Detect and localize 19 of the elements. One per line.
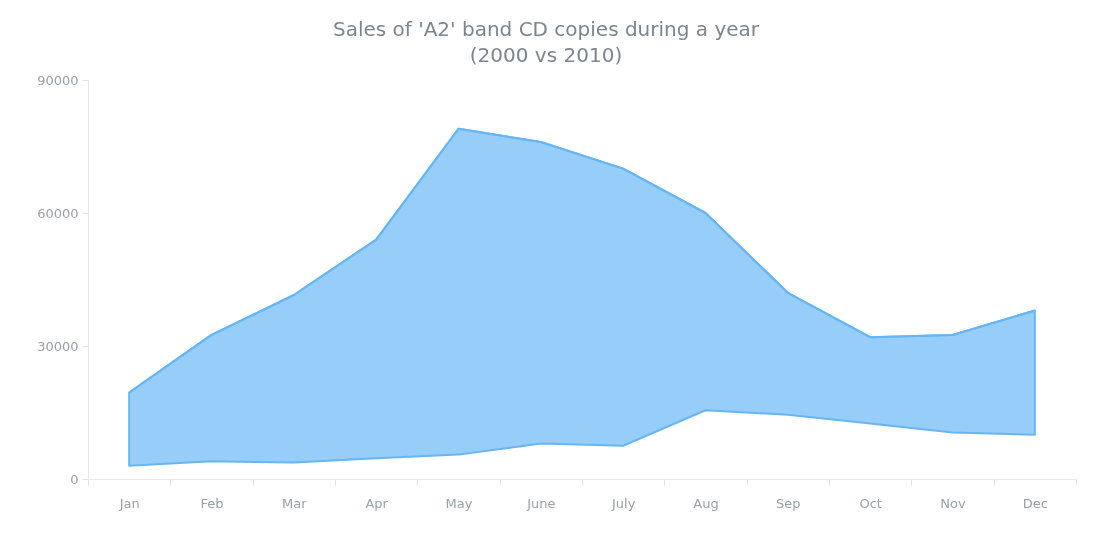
x-tick-label: Apr — [365, 495, 389, 511]
y-tick-label: 0 — [70, 471, 79, 487]
x-tick-label: Aug — [693, 495, 719, 511]
x-tick-label: Feb — [200, 495, 224, 511]
x-tick-label: June — [526, 495, 556, 511]
x-tick-label: Oct — [859, 495, 882, 511]
x-tick-label: Nov — [940, 495, 966, 511]
y-tick-label: 60000 — [37, 205, 79, 221]
chart-title: Sales of 'A2' band CD copies during a year — [332, 17, 760, 41]
x-tick-label: July — [610, 495, 636, 511]
x-tick-label: Mar — [282, 495, 308, 511]
x-tick-label: Sep — [776, 495, 801, 511]
x-tick-label: Dec — [1022, 495, 1048, 511]
y-tick-label: 30000 — [37, 338, 79, 354]
x-tick-label: Jan — [118, 495, 140, 511]
y-tick-label: 90000 — [37, 72, 79, 88]
chart-subtitle: (2000 vs 2010) — [469, 43, 623, 67]
x-tick-label: May — [445, 495, 473, 511]
line-series — [128, 127, 1036, 394]
